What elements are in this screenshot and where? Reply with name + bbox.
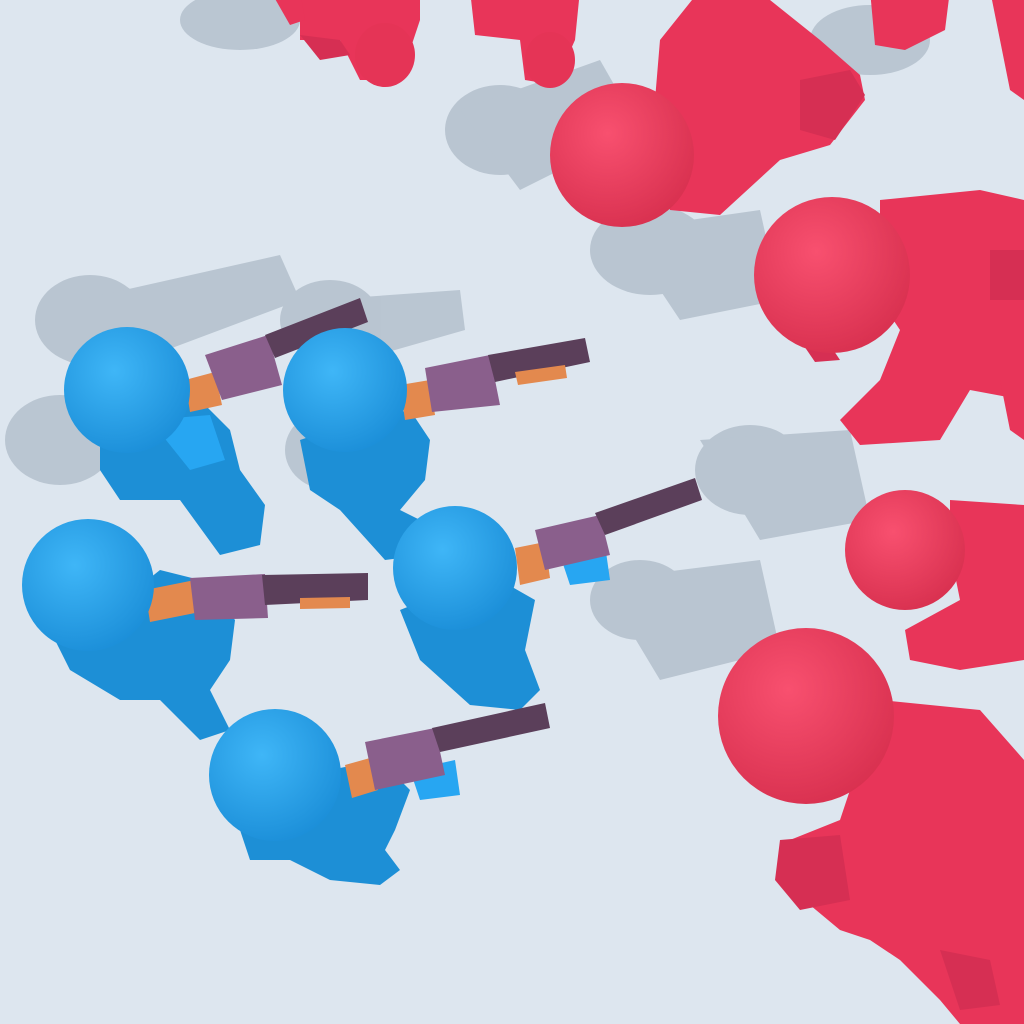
player-unit[interactable] bbox=[64, 298, 368, 555]
player-head bbox=[64, 327, 190, 453]
player-unit[interactable] bbox=[283, 328, 590, 560]
player-unit[interactable] bbox=[22, 519, 368, 740]
enemy-head bbox=[754, 197, 910, 353]
player-unit[interactable] bbox=[393, 478, 702, 710]
shotgun-icon bbox=[400, 338, 590, 420]
player-head bbox=[22, 519, 154, 651]
player-head bbox=[283, 328, 407, 452]
player-head bbox=[209, 709, 341, 841]
enemy-unit[interactable] bbox=[300, 0, 420, 87]
player-head bbox=[393, 506, 517, 630]
enemy-unit[interactable] bbox=[845, 490, 1024, 670]
enemy-head bbox=[718, 628, 894, 804]
enemy-unit[interactable] bbox=[870, 0, 950, 50]
shotgun-icon bbox=[515, 478, 702, 585]
shotgun-icon bbox=[345, 703, 550, 798]
enemy-unit[interactable] bbox=[1000, 380, 1024, 440]
enemy-unit[interactable] bbox=[990, 0, 1024, 100]
shotgun-icon bbox=[145, 573, 368, 622]
enemy-unit[interactable] bbox=[754, 190, 1024, 445]
enemy-head bbox=[550, 83, 694, 227]
enemy-unit[interactable] bbox=[550, 0, 865, 227]
player-unit[interactable] bbox=[209, 703, 550, 885]
enemy-unit[interactable] bbox=[270, 0, 305, 25]
enemy-unit[interactable] bbox=[470, 0, 580, 88]
shotgun-icon bbox=[185, 298, 368, 412]
enemy-unit[interactable] bbox=[718, 628, 1024, 1024]
enemy-head bbox=[845, 490, 965, 610]
